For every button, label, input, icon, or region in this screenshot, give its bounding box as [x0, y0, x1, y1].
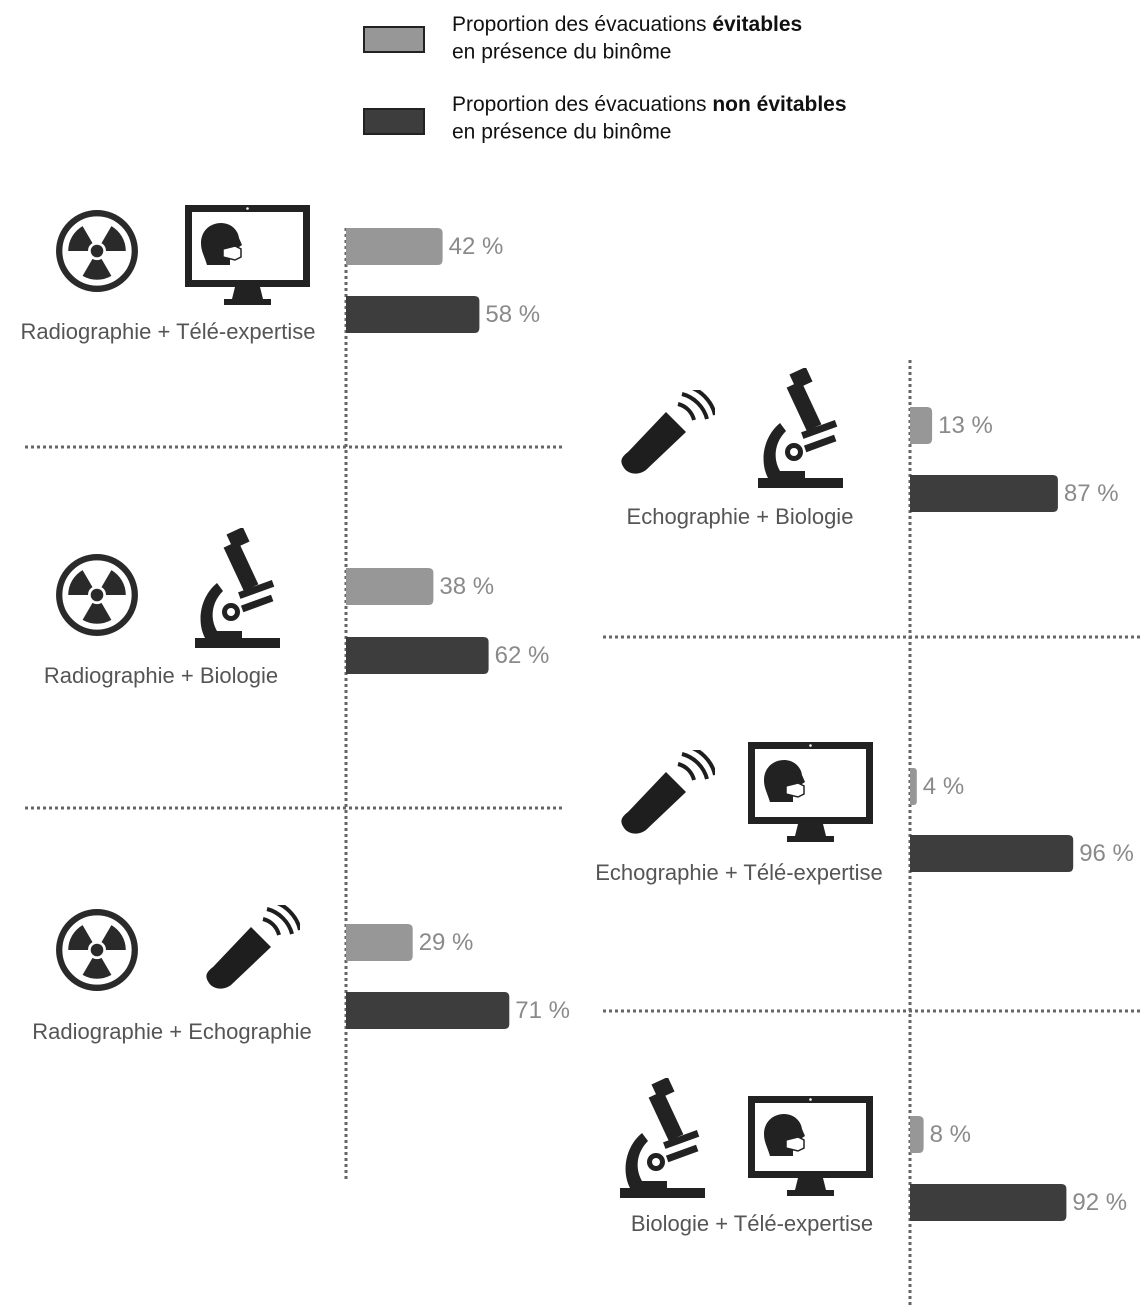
- icon: [185, 205, 310, 305]
- category-label: Radiographie + Biologie: [44, 663, 278, 688]
- separators: [25, 228, 1140, 1307]
- value-label: 58 %: [485, 301, 540, 328]
- bar: [346, 637, 489, 674]
- bar: [910, 768, 917, 805]
- value-label: 13 %: [938, 412, 993, 439]
- icon: [758, 368, 843, 488]
- icon: [59, 912, 135, 988]
- icon: [59, 557, 135, 633]
- bar: [910, 407, 933, 444]
- value-label: 62 %: [495, 642, 550, 669]
- value-label: 42 %: [449, 233, 504, 260]
- value-label: 38 %: [439, 573, 494, 600]
- icon: [59, 213, 135, 289]
- legend-swatch: [363, 26, 425, 53]
- bar: [910, 1184, 1067, 1221]
- category-label: Biologie + Télé-expertise: [631, 1211, 873, 1236]
- bar: [910, 1116, 924, 1153]
- legend-label: Proportion des évacuations évitables: [452, 13, 802, 36]
- value-label: 71 %: [515, 997, 570, 1024]
- icon: [620, 390, 715, 476]
- icon: [620, 750, 715, 836]
- bar: [910, 835, 1074, 872]
- legend-swatch: [363, 108, 425, 135]
- bar: [346, 296, 480, 333]
- bar: [346, 568, 434, 605]
- category-label: Radiographie + Echographie: [32, 1019, 311, 1044]
- icon: [205, 905, 300, 991]
- value-label: 4 %: [923, 773, 964, 800]
- icon: [195, 528, 280, 648]
- category-label: Radiographie + Télé-expertise: [21, 319, 316, 344]
- value-label: 8 %: [930, 1121, 971, 1148]
- icon: [748, 1096, 873, 1196]
- icon: [748, 742, 873, 842]
- bar: [346, 228, 443, 265]
- value-label: 96 %: [1079, 840, 1134, 867]
- legend-label: en présence du binôme: [452, 41, 672, 64]
- value-label: 92 %: [1072, 1189, 1127, 1216]
- legend-label: en présence du binôme: [452, 121, 672, 144]
- legend-label: Proportion des évacuations non évitables: [452, 93, 847, 116]
- bar: [346, 992, 510, 1029]
- icon: [620, 1078, 705, 1198]
- value-label: 87 %: [1064, 480, 1119, 507]
- value-label: 29 %: [419, 929, 474, 956]
- bar: [910, 475, 1058, 512]
- category-label: Echographie + Télé-expertise: [595, 860, 883, 885]
- bar: [346, 924, 413, 961]
- category-label: Echographie + Biologie: [627, 504, 854, 529]
- legend: Proportion des évacuations évitables en …: [363, 13, 847, 144]
